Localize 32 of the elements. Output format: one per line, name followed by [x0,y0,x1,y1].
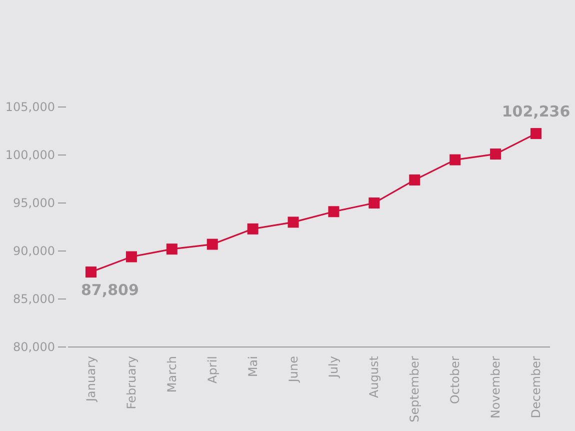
point [368,198,380,208]
point [206,238,218,250]
x-tick-label: Mai [246,356,260,378]
x-tick-label: December [529,356,543,418]
x-tick-label: September [408,356,422,422]
x-tick-label: June [286,356,300,384]
y-tick-label: 90,000 [13,244,55,258]
point [328,206,340,218]
x-tick-label: February [124,356,138,410]
point [530,128,542,140]
point [409,174,420,186]
point [126,251,137,262]
y-tick-label: 100,000 [5,148,55,162]
point [288,216,299,228]
x-tick-label: January [84,356,98,402]
point [166,244,178,255]
x-tick-label: November [488,356,503,418]
x-tick-label: October [448,356,462,404]
point [247,223,258,234]
point [86,266,96,278]
y-tick-label: 105,000 [5,100,55,114]
x-tick-label: March [164,356,179,393]
y-tick-label: 95,000 [13,196,55,210]
data-label: 102,236 [502,102,570,121]
x-tick-label: July [326,356,341,379]
x-tick-label: August [367,356,382,398]
data-label: 87,809 [81,281,139,300]
y-tick-label: 80,000 [13,340,55,354]
point [450,154,461,166]
x-tick-label: April [205,356,220,384]
y-tick-label: 85,000 [13,292,55,306]
point [490,148,502,160]
